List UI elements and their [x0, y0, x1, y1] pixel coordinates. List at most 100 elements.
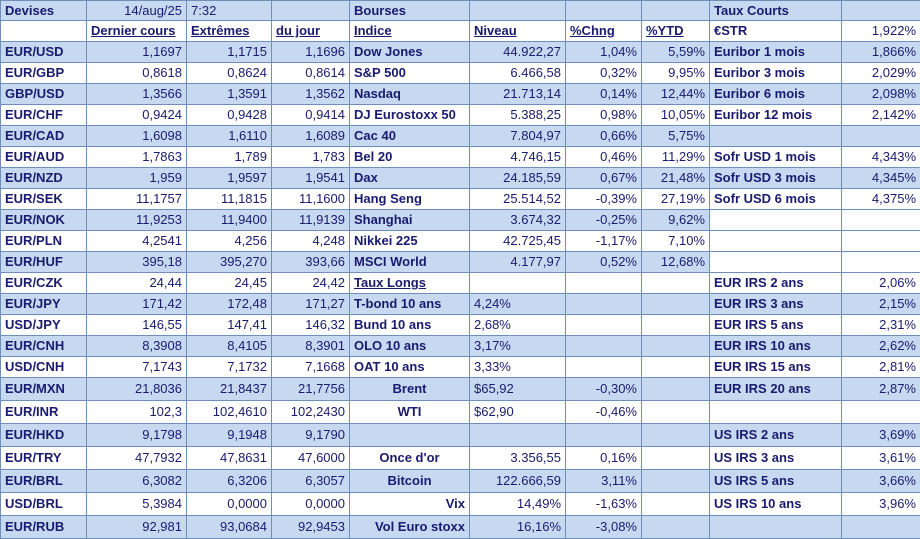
currency-pair: EUR/PLN — [1, 231, 87, 252]
pct-ytd: 9,62% — [642, 210, 710, 231]
rate-value — [842, 126, 920, 147]
currency-pair: GBP/USD — [1, 84, 87, 105]
empty-cell — [1, 21, 87, 42]
currency-pair: EUR/CZK — [1, 273, 87, 294]
index-level: 6.466,58 — [470, 63, 566, 84]
high-price: 1,6110 — [187, 126, 272, 147]
pct-change: -1,17% — [566, 231, 642, 252]
estr-value: 1,922% — [842, 21, 920, 42]
last-price: 1,959 — [87, 168, 187, 189]
pct-change: 1,04% — [566, 42, 642, 63]
index-level: $62,90 — [470, 401, 566, 424]
index-level: 14,49% — [470, 493, 566, 516]
index-name: Cac 40 — [350, 126, 470, 147]
high-price: 6,3206 — [187, 470, 272, 493]
currency-pair: EUR/BRL — [1, 470, 87, 493]
rate-value: 2,142% — [842, 105, 920, 126]
pct-ytd: 7,10% — [642, 231, 710, 252]
rate-value: 3,96% — [842, 493, 920, 516]
pct-change: 0,52% — [566, 252, 642, 273]
high-price: 0,0000 — [187, 493, 272, 516]
pct-change: 0,16% — [566, 447, 642, 470]
pct-change: 0,32% — [566, 63, 642, 84]
rate-value: 2,81% — [842, 357, 920, 378]
currency-pair: EUR/RUB — [1, 516, 87, 539]
index-name: Nikkei 225 — [350, 231, 470, 252]
pct-ytd: 9,95% — [642, 63, 710, 84]
index-level: 122.666,59 — [470, 470, 566, 493]
rate-name: US IRS 2 ans — [710, 424, 842, 447]
pct-change: 0,46% — [566, 147, 642, 168]
pct-change — [566, 424, 642, 447]
currency-pair: EUR/NZD — [1, 168, 87, 189]
index-name: DJ Eurostoxx 50 — [350, 105, 470, 126]
currency-pair: USD/BRL — [1, 493, 87, 516]
low-price: 8,3901 — [272, 336, 350, 357]
index-level: 3,33% — [470, 357, 566, 378]
currency-pair: EUR/HKD — [1, 424, 87, 447]
low-price: 102,2430 — [272, 401, 350, 424]
rate-value: 3,69% — [842, 424, 920, 447]
high-price: 11,1815 — [187, 189, 272, 210]
last-price: 47,7932 — [87, 447, 187, 470]
pct-ytd — [642, 470, 710, 493]
pct-change: -1,63% — [566, 493, 642, 516]
bourses-header: Bourses — [350, 1, 470, 21]
rate-value: 3,66% — [842, 470, 920, 493]
rate-name — [710, 231, 842, 252]
high-price: 93,0684 — [187, 516, 272, 539]
index-name: Shanghai — [350, 210, 470, 231]
high-price: 21,8437 — [187, 378, 272, 401]
pct-ytd — [642, 447, 710, 470]
pct-ytd — [642, 516, 710, 539]
high-price: 4,256 — [187, 231, 272, 252]
high-price: 11,9400 — [187, 210, 272, 231]
pct-change: -0,46% — [566, 401, 642, 424]
niveau-header: Niveau — [470, 21, 566, 42]
index-name: Nasdaq — [350, 84, 470, 105]
currency-pair: USD/CNH — [1, 357, 87, 378]
low-price: 4,248 — [272, 231, 350, 252]
rate-name — [710, 516, 842, 539]
taux-courts-header: Taux Courts — [710, 1, 842, 21]
last-price: 1,1697 — [87, 42, 187, 63]
rate-name: EUR IRS 20 ans — [710, 378, 842, 401]
pct-change: 0,98% — [566, 105, 642, 126]
rate-value — [842, 516, 920, 539]
rate-value: 1,866% — [842, 42, 920, 63]
currency-pair: EUR/SEK — [1, 189, 87, 210]
pct-change — [566, 273, 642, 294]
last-price: 146,55 — [87, 315, 187, 336]
index-name: Bund 10 ans — [350, 315, 470, 336]
high-price: 47,8631 — [187, 447, 272, 470]
last-price: 6,3082 — [87, 470, 187, 493]
index-name: S&P 500 — [350, 63, 470, 84]
dernier-cours-header: Dernier cours — [87, 21, 187, 42]
currency-pair: EUR/MXN — [1, 378, 87, 401]
date-label: 14/aug/25 — [87, 1, 187, 21]
last-price: 395,18 — [87, 252, 187, 273]
low-price: 6,3057 — [272, 470, 350, 493]
rate-name: Sofr USD 1 mois — [710, 147, 842, 168]
last-price: 8,3908 — [87, 336, 187, 357]
index-name — [350, 424, 470, 447]
last-price: 92,981 — [87, 516, 187, 539]
rate-value: 2,06% — [842, 273, 920, 294]
high-price: 9,1948 — [187, 424, 272, 447]
low-price: 0,9414 — [272, 105, 350, 126]
index-level: 5.388,25 — [470, 105, 566, 126]
rate-value: 2,62% — [842, 336, 920, 357]
